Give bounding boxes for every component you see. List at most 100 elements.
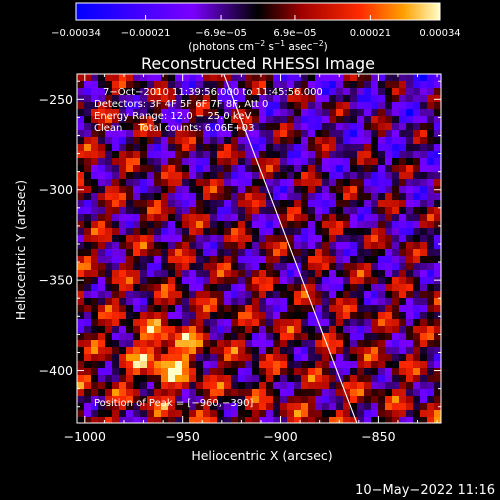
heatmap-cell [175,298,183,306]
heatmap-cell [399,382,407,390]
heatmap-cell [98,256,106,264]
heatmap-cell [378,368,386,376]
heatmap-cell [161,102,169,110]
heatmap-cell [322,277,330,285]
heatmap-cell [350,116,358,124]
heatmap-cell [119,277,127,285]
heatmap-cell [392,151,400,159]
heatmap-cell [238,361,246,369]
heatmap-cell [406,298,414,306]
heatmap-cell [336,333,344,341]
heatmap-cell [385,270,393,278]
heatmap-cell [217,172,225,180]
heatmap-cell [217,368,225,376]
heatmap-cell [161,361,169,369]
heatmap-cell [294,375,302,383]
heatmap-cell [133,95,141,103]
heatmap-cell [196,249,204,257]
heatmap-cell [224,319,232,327]
heatmap-cell [399,123,407,131]
heatmap-cell [266,305,274,313]
heatmap-cell [336,382,344,390]
heatmap-cell [343,403,351,411]
heatmap-cell [434,193,441,201]
heatmap-cell [357,291,365,299]
heatmap-cell [371,389,379,397]
heatmap-cell [168,186,176,194]
heatmap-cell [112,172,120,180]
heatmap-cell [224,361,232,369]
heatmap-cell [371,207,379,215]
heatmap-cell [420,242,428,250]
heatmap-cell [343,179,351,187]
heatmap-cell [203,298,211,306]
heatmap-cell [203,102,211,110]
heatmap-cell [378,305,386,313]
heatmap-cell [287,207,295,215]
heatmap-cell [427,186,435,194]
heatmap-cell [266,193,274,201]
heatmap-cell [364,319,372,327]
heatmap-cell [210,123,218,131]
heatmap-cell [294,403,302,411]
heatmap-cell [84,172,92,180]
heatmap-cell [147,389,155,397]
heatmap-cell [77,179,85,187]
heatmap-cell [98,277,106,285]
heatmap-cell [406,263,414,271]
heatmap-cell [105,256,113,264]
heatmap-cell [119,123,127,131]
heatmap-cell [84,319,92,327]
heatmap-cell [217,165,225,173]
heatmap-cell [392,130,400,138]
heatmap-cell [357,396,365,404]
heatmap-cell [273,200,281,208]
heatmap-cell [133,333,141,341]
heatmap-cell [378,263,386,271]
heatmap-cell [231,158,239,166]
heatmap-cell [196,81,204,89]
heatmap-cell [385,144,393,152]
heatmap-cell [329,249,337,257]
heatmap-cell [84,284,92,292]
heatmap-cell [252,284,260,292]
heatmap-cell [364,88,372,96]
heatmap-cell [294,396,302,404]
heatmap-cell [399,333,407,341]
heatmap-cell [315,417,323,423]
heatmap-cell [364,123,372,131]
heatmap-cell [266,396,274,404]
heatmap-cell [119,312,127,320]
heatmap-cell [105,137,113,145]
heatmap-cell [350,347,358,355]
heatmap-cell [91,151,99,159]
y-tick-label: −250 [39,92,73,107]
heatmap-cell [91,186,99,194]
heatmap-cell [140,235,148,243]
heatmap-cell [112,221,120,229]
heatmap-cell [189,242,197,250]
heatmap-cell [280,109,288,117]
heatmap-cell [350,186,358,194]
heatmap-cell [252,410,260,418]
heatmap-cell [119,375,127,383]
heatmap-cell [385,291,393,299]
heatmap-cell [413,165,421,173]
heatmap-cell [434,403,441,411]
heatmap-cell [189,340,197,348]
heatmap-cell [378,123,386,131]
heatmap-cell [84,270,92,278]
heatmap-cell [336,284,344,292]
heatmap-cell [77,354,85,362]
heatmap-cell [175,193,183,201]
heatmap-cell [434,410,441,418]
heatmap-cell [126,347,134,355]
heatmap-cell [280,403,288,411]
heatmap-cell [196,221,204,229]
heatmap-cell [175,284,183,292]
heatmap-cell [371,172,379,180]
heatmap-cell [280,172,288,180]
heatmap-cell [399,200,407,208]
heatmap-cell [266,319,274,327]
heatmap-cell [434,382,441,390]
